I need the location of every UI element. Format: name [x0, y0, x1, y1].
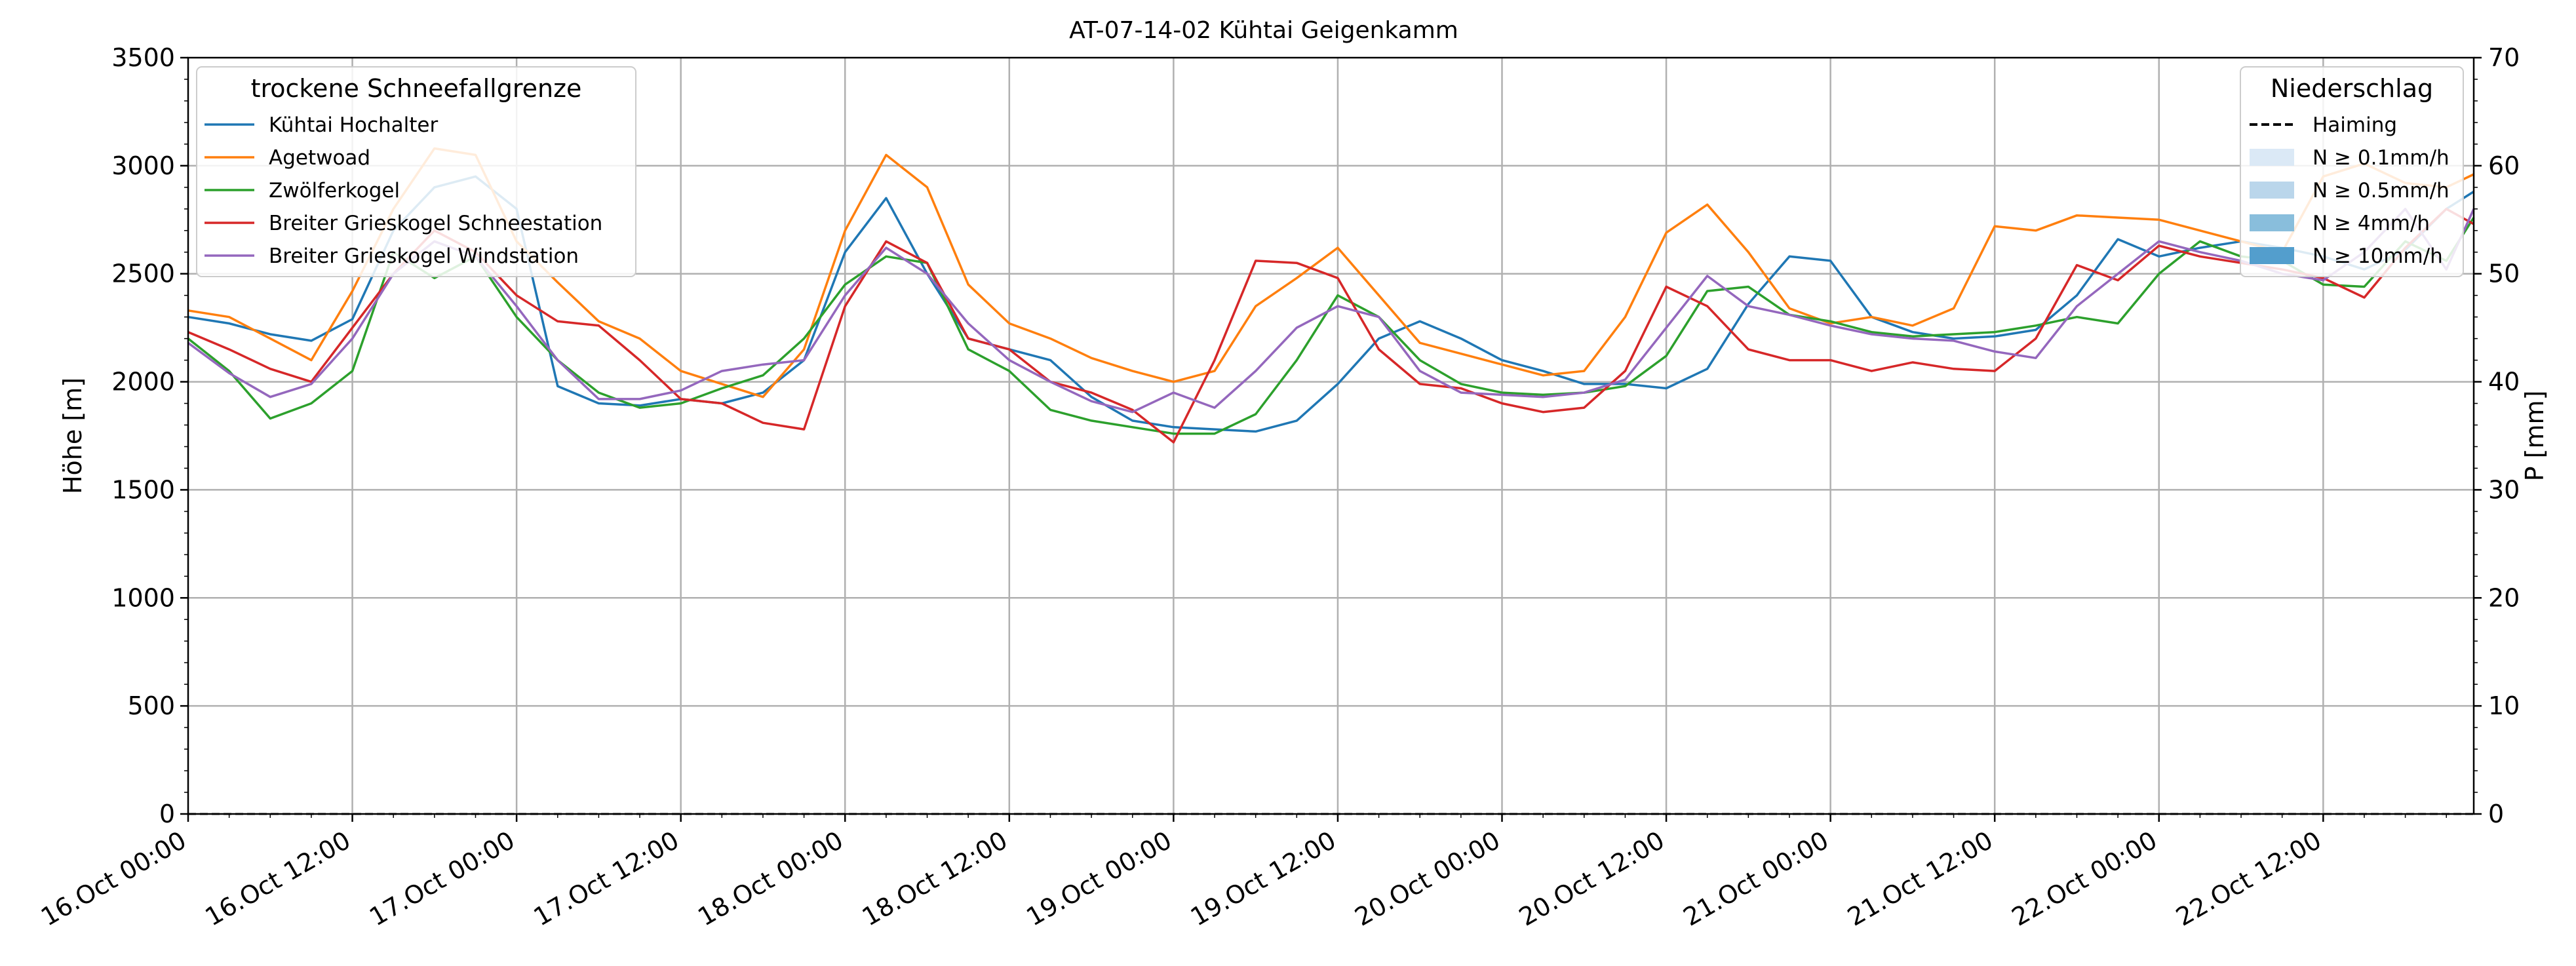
y-right-tick-label: 10	[2488, 691, 2520, 720]
legend-label: N ≥ 10mm/h	[2313, 244, 2443, 268]
legend-stations-box	[196, 66, 636, 277]
series-line	[187, 147, 2474, 398]
legend-precipitation-box	[2240, 66, 2464, 277]
x-tick-label: 21.Oct 00:00	[1679, 826, 1834, 932]
legend-label: Breiter Grieskogel Windstation	[269, 244, 579, 268]
y-tick-label: 1500	[111, 475, 175, 504]
legend-label: Zwölferkogel	[269, 179, 400, 203]
x-tick-label: 22.Oct 12:00	[2171, 826, 2326, 932]
legend-precipitation: Niederschlag Haiming N ≥ 0.1mm/h N ≥ 0.5mm…	[2240, 66, 2464, 277]
y-tick-label: 2000	[111, 368, 175, 396]
x-tick-label: 16.Oct 12:00	[201, 826, 356, 932]
series-line	[187, 217, 2475, 435]
y-right-tick-label: 20	[2488, 583, 2520, 612]
y-tick-label: 3500	[111, 43, 175, 72]
series-line	[187, 175, 2474, 433]
legend-precipitation-title: Niederschlag	[2271, 74, 2433, 103]
legend-swatch	[2250, 214, 2294, 231]
legend-label: N ≥ 0.5mm/h	[2313, 179, 2449, 203]
x-tick-label: 20.Oct 12:00	[1514, 826, 1669, 932]
legend-stations: trockene Schneefallgrenze Kühtai Hochalt…	[196, 66, 636, 277]
legend-label: N ≥ 0.1mm/h	[2313, 146, 2449, 170]
y-right-tick-label: 40	[2488, 368, 2520, 396]
legend-label: Haiming	[2313, 113, 2397, 137]
y-tick-label: 500	[127, 691, 175, 720]
chart-title: AT-07-14-02 Kühtai Geigenkamm	[1069, 17, 1458, 44]
series-line	[187, 208, 2474, 444]
x-tick-label: 19.Oct 00:00	[1021, 826, 1177, 932]
x-tick-label: 20.Oct 00:00	[1350, 826, 1505, 932]
x-tick-label: 16.Oct 00:00	[36, 826, 191, 932]
y-right-tick-label: 0	[2488, 800, 2504, 828]
legend-label: Kühtai Hochalter	[269, 113, 439, 137]
plot-frame	[187, 56, 2475, 815]
y-tick-label: 1000	[111, 583, 175, 612]
x-tick-label: 18.Oct 12:00	[857, 826, 1013, 932]
x-tick-label: 19.Oct 12:00	[1186, 826, 1341, 932]
legend-stations-title: trockene Schneefallgrenze	[251, 74, 582, 103]
y-right-tick-label: 30	[2488, 475, 2520, 504]
legend-label: Agetwoad	[269, 146, 370, 170]
legend-label: N ≥ 4mm/h	[2313, 212, 2430, 235]
legend-swatch	[2250, 182, 2294, 199]
x-tick-label: 22.Oct 00:00	[2007, 826, 2162, 932]
y-right-tick-label: 70	[2488, 43, 2520, 72]
y-tick-label: 2500	[111, 260, 175, 288]
y-right-tick-label: 50	[2488, 260, 2520, 288]
legend-swatch	[2250, 149, 2294, 166]
x-tick-label: 17.Oct 00:00	[364, 826, 520, 932]
legend-label: Breiter Grieskogel Schneestation	[269, 212, 602, 235]
series-line	[187, 208, 2475, 414]
y-right-tick-label: 60	[2488, 151, 2520, 180]
y-tick-label: 3000	[111, 151, 175, 180]
y-axis-right-label: P [mm]	[2520, 391, 2549, 482]
y-axis-label: Höhe [m]	[58, 377, 87, 494]
legend-swatch	[2250, 247, 2294, 264]
series-layer	[187, 147, 2475, 444]
x-tick-label: 21.Oct 12:00	[1843, 826, 1998, 932]
x-tick-label: 17.Oct 12:00	[529, 826, 684, 932]
legend-precipitation-entries: Haiming N ≥ 0.1mm/h N ≥ 0.5mm/h N ≥ 4mm/h N …	[2250, 113, 2449, 268]
x-tick-label: 18.Oct 00:00	[693, 826, 848, 932]
legend-stations-entries: Kühtai Hochalter Agetwoad Zwölferkogel Brei…	[205, 113, 602, 268]
y-tick-label: 0	[159, 800, 175, 828]
